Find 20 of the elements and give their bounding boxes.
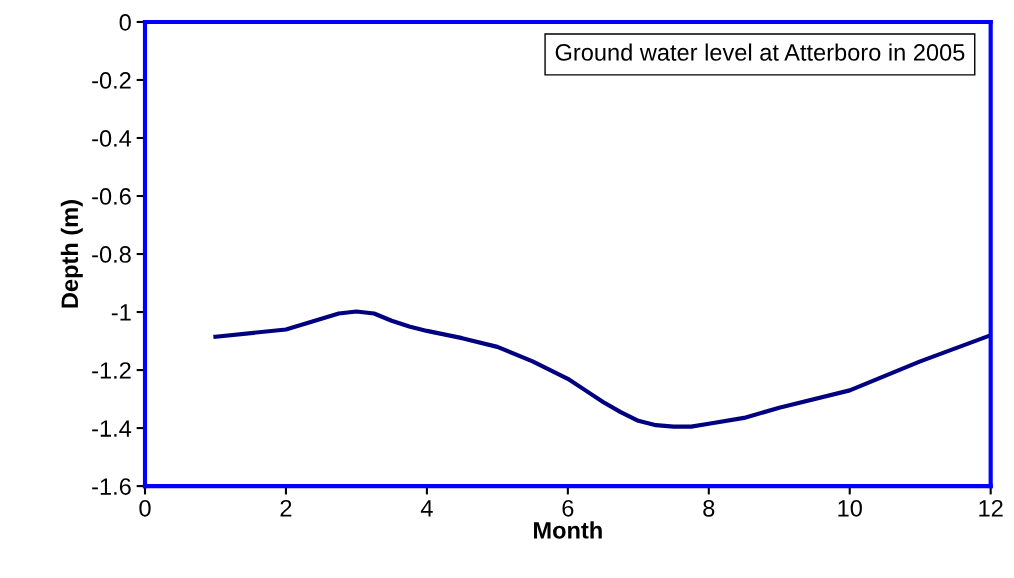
y-tick-label: -1.4: [92, 420, 132, 437]
y-tick-label: -0.6: [92, 188, 131, 205]
y-tick-label: -1: [111, 304, 131, 321]
y-tick-label: -0.8: [92, 246, 131, 263]
y-axis-title: Depth (m): [60, 200, 83, 308]
x-axis-title: Month: [534, 521, 602, 539]
x-tick-label: 12: [979, 499, 1003, 517]
x-tick-label: 10: [838, 499, 862, 517]
y-tick-label: -0.4: [92, 130, 132, 147]
x-tick-label: 2: [280, 499, 292, 517]
x-tick-label: 8: [703, 499, 715, 517]
y-tick-label: -1.2: [92, 362, 131, 379]
text: Ground water level at Atterboro in 2005: [555, 43, 965, 61]
y-tick-label: -1.6: [92, 478, 131, 495]
x-tick-label: 6: [562, 499, 574, 517]
y-tick-label: -0.2: [92, 72, 131, 89]
x-tick-label: 0: [139, 499, 151, 517]
y-tick-label: 0: [119, 14, 131, 31]
line-series: [213, 309, 991, 429]
x-tick-label: 4: [420, 500, 433, 517]
